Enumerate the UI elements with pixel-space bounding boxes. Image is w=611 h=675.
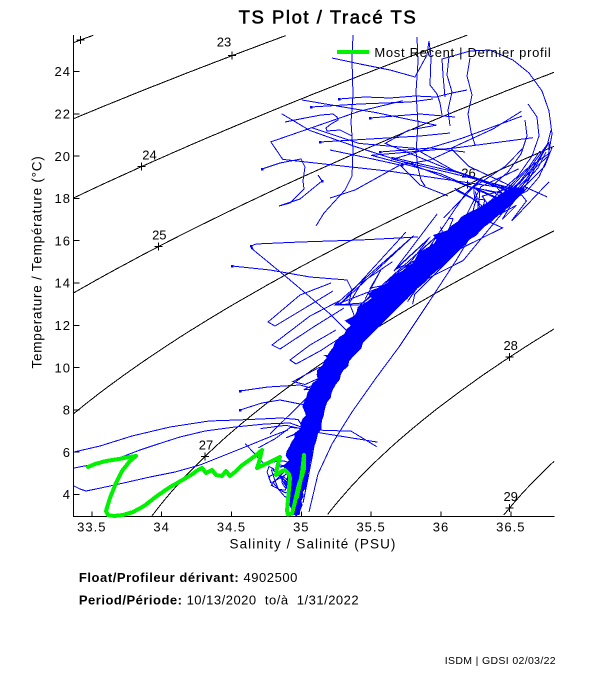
svg-text:23: 23: [217, 35, 231, 50]
svg-text:33.5: 33.5: [77, 520, 106, 535]
svg-text:35: 35: [293, 520, 309, 535]
svg-text:29: 29: [503, 489, 517, 504]
svg-text:Salinity / Salinité (PSU): Salinity / Salinité (PSU): [229, 537, 396, 552]
svg-text:25: 25: [152, 228, 166, 243]
svg-text:34.5: 34.5: [217, 520, 246, 535]
svg-text:16: 16: [55, 233, 71, 248]
svg-text:34: 34: [153, 520, 169, 535]
svg-text:35.5: 35.5: [356, 520, 385, 535]
svg-text:22: 22: [55, 107, 71, 122]
svg-text:6: 6: [63, 445, 71, 460]
svg-text:Most Recent | Dernier profil: Most Recent | Dernier profil: [374, 45, 551, 60]
svg-text:24: 24: [55, 64, 71, 79]
svg-text:24: 24: [142, 148, 156, 163]
svg-text:18: 18: [55, 191, 71, 206]
svg-text:36: 36: [433, 520, 449, 535]
svg-text:Temperature / Température (°C): Temperature / Température (°C): [30, 156, 45, 369]
svg-text:Period/Période: 10/13/2020 to: Period/Période: 10/13/2020 to/à 1/31/202…: [79, 592, 359, 607]
svg-text:28: 28: [503, 338, 517, 353]
svg-text:27: 27: [199, 437, 213, 452]
svg-text:36.5: 36.5: [496, 520, 525, 535]
svg-text:Float/Profileur dérivant: 4902: Float/Profileur dérivant: 4902500: [79, 570, 298, 585]
svg-text:20: 20: [55, 149, 71, 164]
svg-text:12: 12: [55, 318, 71, 333]
svg-text:10: 10: [55, 360, 71, 375]
svg-text:ISDM | GDSI 02/03/22: ISDM | GDSI 02/03/22: [445, 655, 556, 667]
svg-text:TS Plot / Tracé TS: TS Plot / Tracé TS: [239, 6, 418, 27]
svg-text:8: 8: [63, 403, 71, 418]
svg-text:4: 4: [63, 487, 71, 502]
svg-text:14: 14: [55, 276, 71, 291]
